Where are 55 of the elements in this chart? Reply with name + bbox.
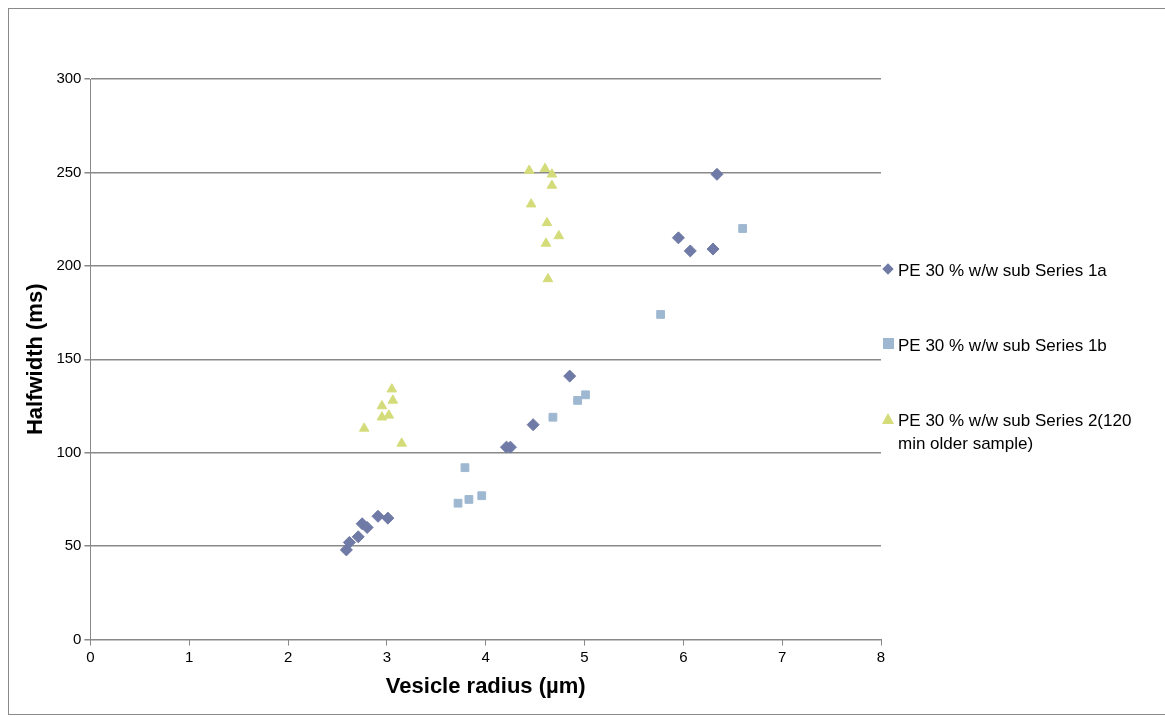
point	[656, 310, 666, 319]
point	[523, 164, 535, 174]
x-tick-label: 6	[679, 647, 688, 665]
y-tick-label: 250	[56, 162, 82, 180]
point	[464, 495, 474, 504]
point	[540, 237, 552, 247]
x-tick-label: 3	[382, 647, 392, 665]
point	[541, 216, 553, 227]
point	[683, 244, 697, 258]
point	[526, 418, 540, 432]
y-tick-label: 300	[56, 69, 82, 87]
x-tick-label: 5	[580, 647, 589, 665]
point	[706, 242, 720, 256]
point	[525, 198, 537, 208]
point	[553, 229, 565, 240]
x-axis-title: Vesicle radius (µm)	[385, 672, 586, 698]
y-tick-label: 100	[56, 442, 82, 460]
y-tick-label: 50	[64, 536, 82, 554]
point	[546, 179, 558, 189]
point	[710, 167, 724, 181]
point	[581, 390, 590, 400]
x-tick-label: 8	[876, 647, 886, 665]
point	[460, 463, 470, 473]
point	[371, 509, 385, 523]
point	[546, 168, 558, 178]
point	[381, 511, 395, 525]
point	[360, 520, 374, 534]
x-tick-label: 7	[778, 647, 787, 665]
point	[548, 412, 558, 422]
y-tick-label: 150	[56, 349, 82, 367]
point	[738, 224, 748, 233]
point	[573, 396, 583, 405]
y-axis-title: Halfwidth (ms)	[22, 283, 48, 436]
point	[351, 530, 365, 544]
legend-label: PE 30 % w/w sub Series 1a	[898, 260, 1107, 282]
x-tick-label: 0	[86, 647, 95, 665]
legend-label: PE 30 % w/w sub Series 1b	[898, 335, 1107, 357]
point	[376, 400, 388, 410]
legend-label: PE 30 % w/w sub Series 2(120 min older sample)	[898, 410, 1133, 455]
y-tick-label: 200	[56, 256, 82, 274]
x-tick-label: 1	[185, 647, 194, 665]
point	[563, 369, 577, 383]
point	[477, 491, 487, 501]
point	[387, 394, 399, 404]
point	[358, 422, 370, 432]
point	[386, 383, 398, 393]
point	[671, 231, 685, 245]
point	[342, 535, 356, 549]
point	[539, 162, 551, 172]
point	[542, 272, 554, 283]
x-tick-label: 4	[481, 647, 490, 665]
point	[396, 437, 407, 447]
point	[453, 498, 463, 508]
y-tick-label: 0	[73, 629, 82, 647]
x-tick-label: 2	[283, 647, 293, 665]
